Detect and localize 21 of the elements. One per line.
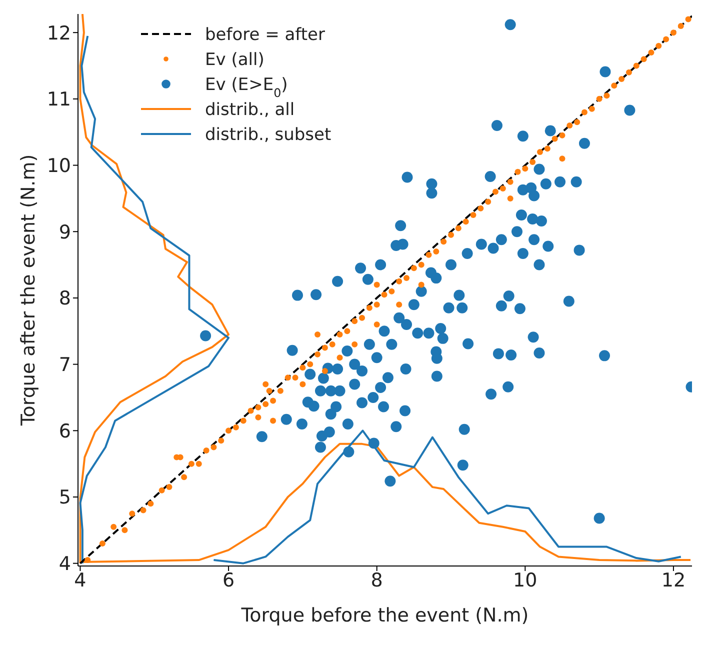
y-tick-label: 7 — [58, 354, 71, 376]
x-axis-title: Torque before the event (N.m) — [240, 604, 529, 626]
x-tick-label: 6 — [222, 569, 235, 592]
x-tick-label: 8 — [370, 569, 383, 592]
legend-label: distrib., all — [205, 100, 295, 120]
y-tick-label: 9 — [58, 221, 71, 244]
legend-label: Ev (E>E$_{0}$) — [205, 75, 288, 100]
y-tick-label: 10 — [46, 155, 71, 178]
legend-label: distrib., subset — [205, 125, 332, 145]
y-tick-label: 11 — [46, 88, 71, 111]
y-tick-label: 5 — [58, 486, 71, 509]
x-tick-label: 4 — [74, 569, 86, 592]
y-tick-label: 4 — [58, 553, 71, 576]
x-tick-label: 10 — [513, 569, 538, 592]
y-tick-label: 12 — [46, 22, 71, 44]
x-tick-label: 12 — [661, 569, 686, 592]
y-axis-title: Torque after the event (N.m) — [18, 154, 40, 427]
y-tick-label: 6 — [58, 420, 71, 442]
legend-label: Ev (all) — [205, 50, 264, 70]
legend-label: before = after — [205, 25, 325, 45]
y-tick-label: 8 — [58, 288, 71, 310]
